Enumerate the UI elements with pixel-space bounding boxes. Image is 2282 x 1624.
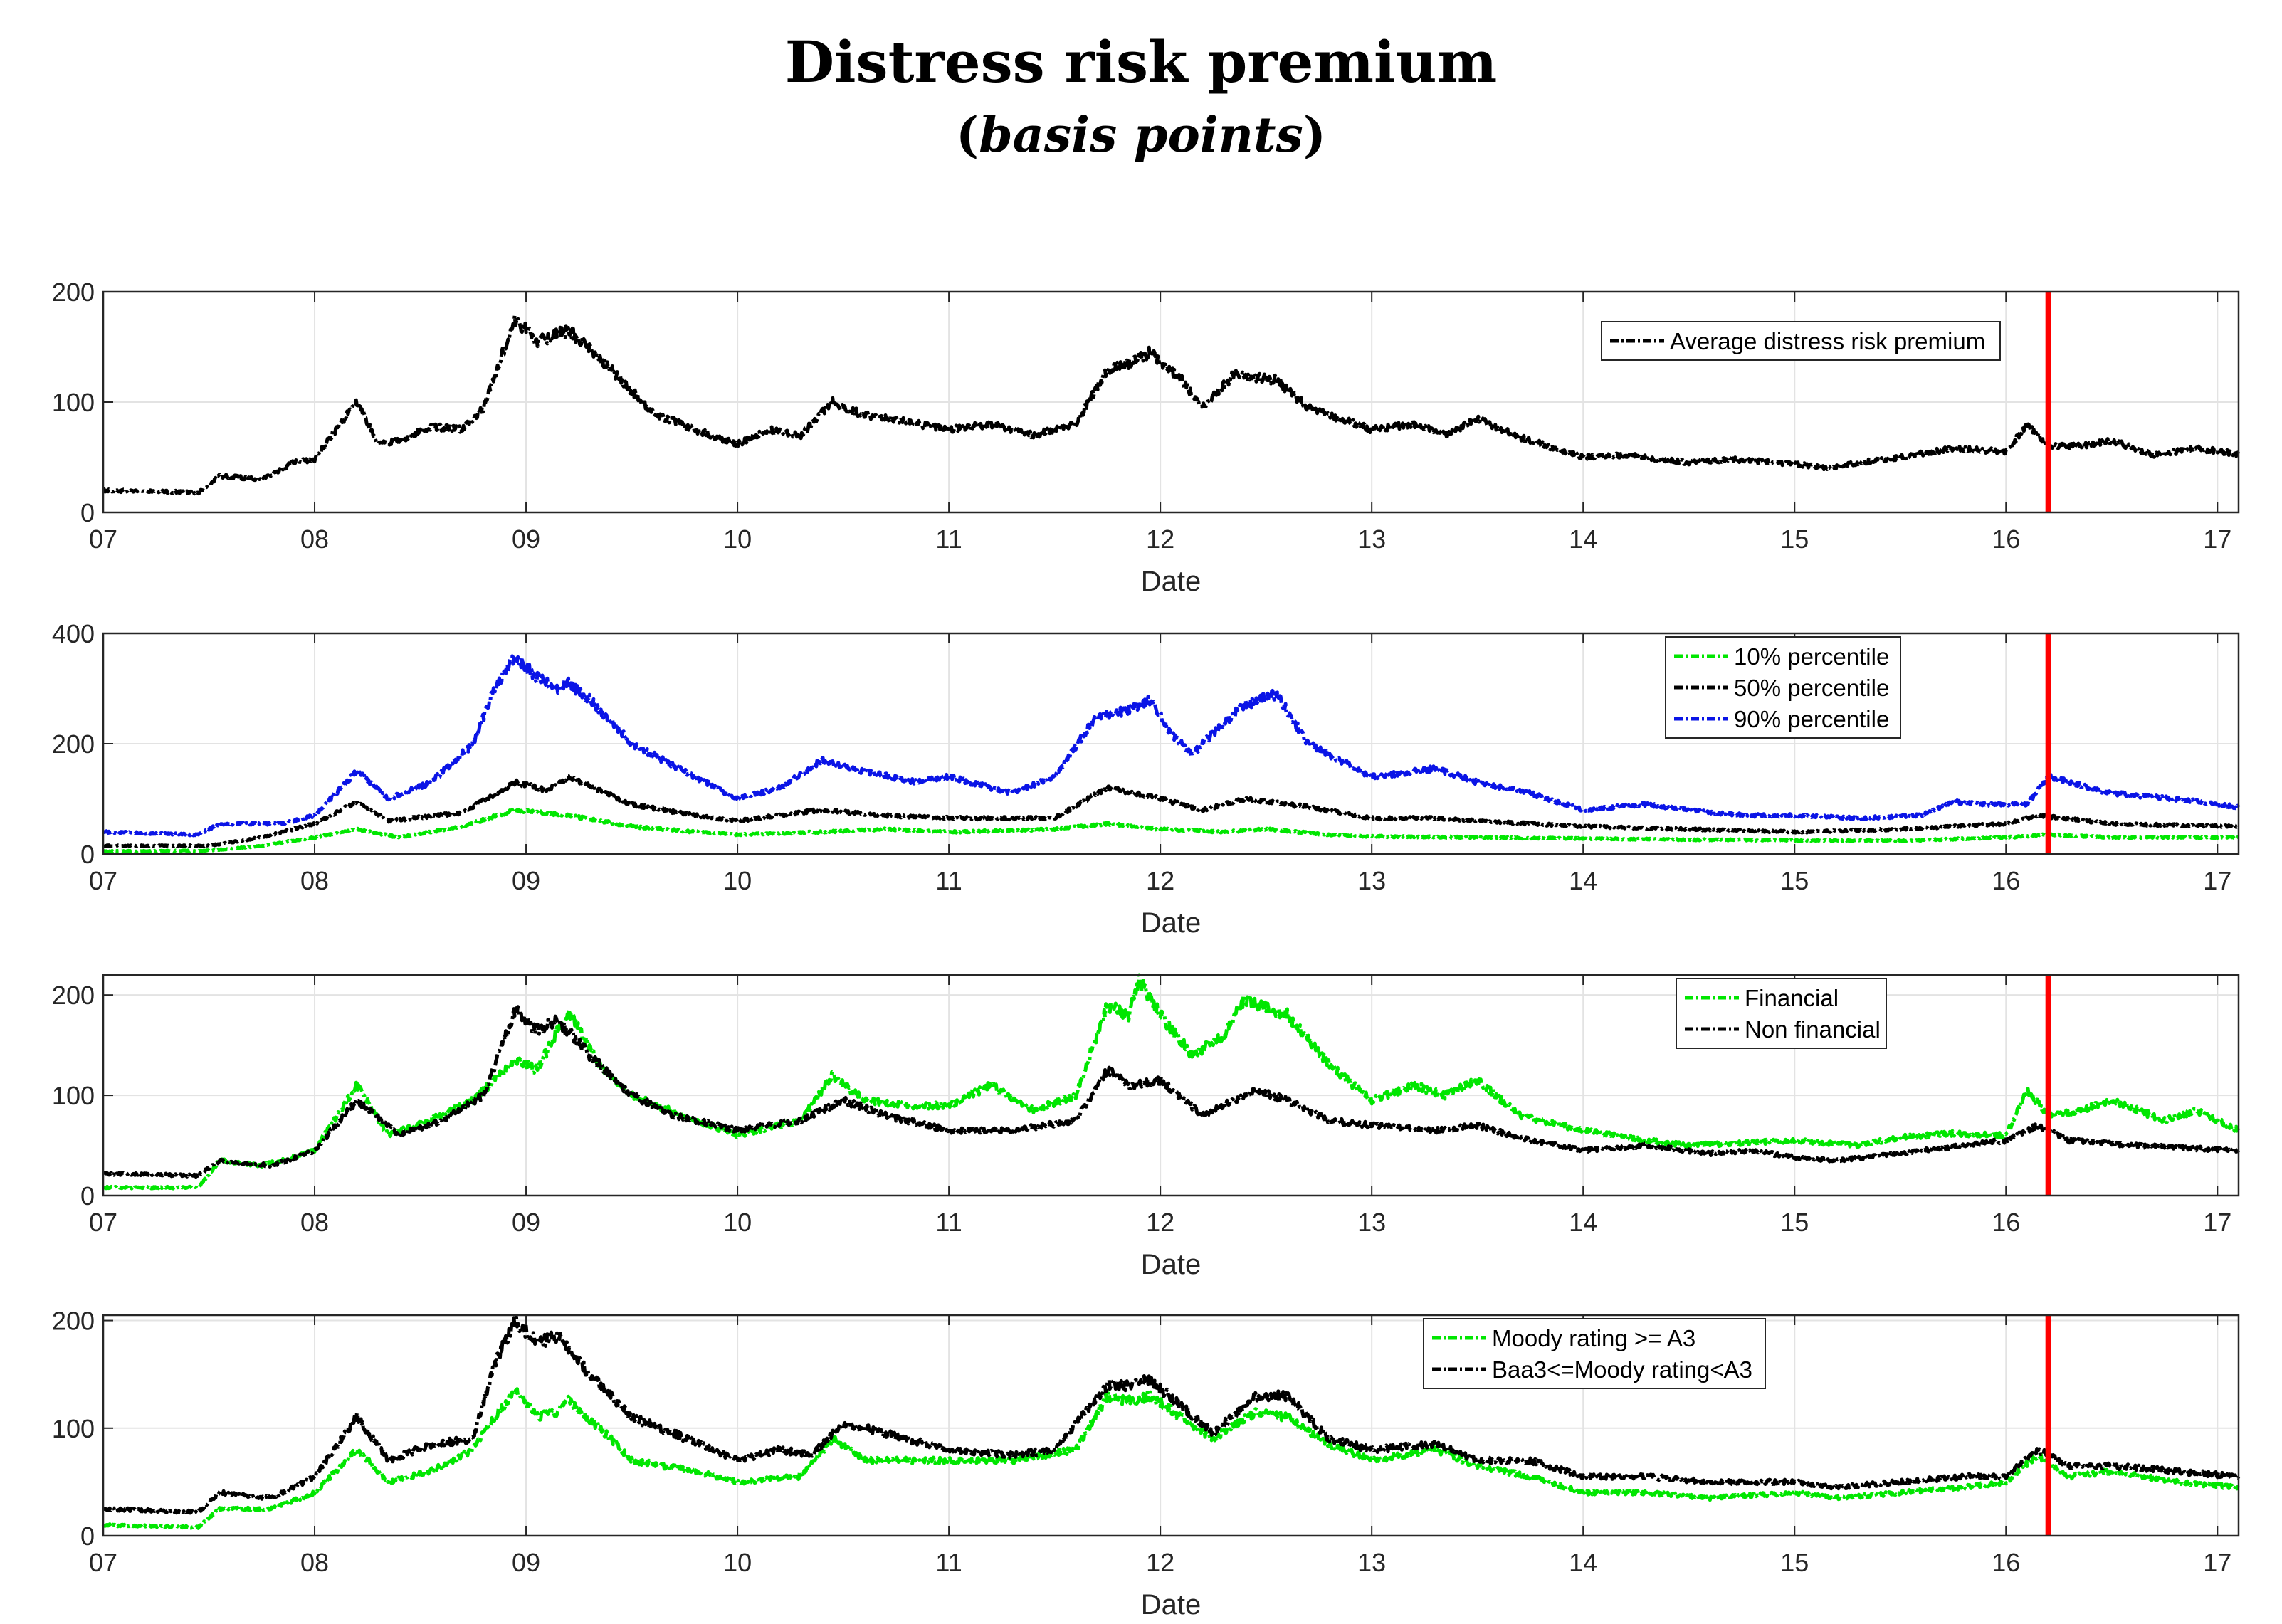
x-tick-label: 17	[2203, 866, 2231, 895]
x-tick-label: 13	[1357, 1208, 1386, 1237]
x-axis-label: Date	[1141, 907, 1202, 939]
x-tick-label: 15	[1780, 1208, 1809, 1237]
plot-frame	[102, 1314, 2240, 1537]
x-tick-label: 07	[89, 1208, 117, 1237]
x-axis-label: Date	[1141, 1589, 1202, 1620]
legend: Financial Non financial	[1676, 978, 1887, 1049]
subtitle-italic: basis points	[979, 107, 1303, 164]
chart-panel-3: 07 08 09 10 11 12 13 14 15 16 17 0 100 200 Date Financi…	[52, 973, 2241, 1280]
x-tick-label: 07	[89, 1548, 117, 1577]
x-tick-label: 13	[1357, 1548, 1386, 1577]
x-tick-label: 15	[1780, 524, 1809, 554]
x-tick-label: 14	[1569, 866, 1597, 895]
y-tick-label: 100	[52, 388, 95, 417]
plot-frame	[102, 974, 2240, 1197]
x-tick-label: 08	[300, 866, 329, 895]
x-tick-label: 08	[300, 524, 329, 554]
y-tick-label: 400	[52, 619, 95, 648]
x-tick-label: 11	[935, 1208, 962, 1237]
x-tick-label: 12	[1146, 866, 1174, 895]
series-line-black	[102, 774, 2240, 848]
x-tick-label: 13	[1357, 524, 1386, 554]
chart-panel-2: 07 08 09 10 11 12 13 14 15 16 17 0 200 400 Date 10% per…	[52, 619, 2241, 939]
legend: Moody rating >= A3 Baa3<=Moody rating<A3	[1423, 1318, 1766, 1389]
x-axis-label: Date	[1141, 1249, 1202, 1280]
series-line-green	[102, 807, 2240, 854]
legend-box	[1601, 321, 2001, 361]
series-line-green	[101, 1387, 2240, 1530]
x-tick-label: 12	[1146, 1548, 1174, 1577]
y-tick-label: 0	[80, 840, 95, 869]
series-line-blue	[102, 653, 2241, 838]
x-tick-label: 15	[1780, 866, 1809, 895]
x-tick-label: 16	[1992, 1208, 2020, 1237]
x-tick-label: 10	[723, 524, 752, 554]
x-tick-label: 11	[935, 524, 962, 554]
y-tick-label: 0	[80, 498, 95, 527]
chart-panel-1: 07 08 09 10 11 12 13 14 15 16 17 0 100 200 Date Average…	[52, 278, 2241, 597]
x-axis-label: Date	[1141, 566, 1202, 597]
x-tick-label: 11	[935, 1548, 962, 1577]
x-tick-label: 09	[512, 1548, 540, 1577]
x-tick-label: 11	[935, 866, 962, 895]
y-tick-label: 100	[52, 1414, 95, 1443]
legend-label: Average distress risk premium	[1670, 328, 1985, 354]
y-tick-label: 0	[80, 1181, 95, 1211]
legend-box	[1665, 636, 1901, 739]
x-tick-label: 17	[2203, 1208, 2231, 1237]
y-tick-label: 200	[52, 729, 95, 759]
figure-title: Distress risk premium	[784, 28, 1498, 95]
x-tick-label: 12	[1146, 1208, 1174, 1237]
y-tick-label: 0	[80, 1522, 95, 1551]
x-tick-label: 16	[1992, 1548, 2020, 1577]
legend-label: 90% percentile	[1734, 706, 1889, 732]
x-tick-label: 13	[1357, 866, 1386, 895]
y-tick-label: 200	[52, 278, 95, 307]
x-tick-label: 15	[1780, 1548, 1809, 1577]
x-tick-label: 10	[723, 866, 752, 895]
x-tick-label: 10	[723, 1208, 752, 1237]
series-line-black	[101, 1315, 2241, 1515]
x-tick-label: 09	[512, 866, 540, 895]
y-tick-label: 100	[52, 1081, 95, 1110]
x-tick-label: 08	[300, 1548, 329, 1577]
legend-label: 50% percentile	[1734, 675, 1889, 701]
x-tick-label: 16	[1992, 866, 2020, 895]
legend: 10% percentile 50% percentile 90% percenti…	[1665, 636, 1901, 739]
legend-label: Moody rating >= A3	[1492, 1325, 1695, 1351]
x-tick-label: 17	[2203, 524, 2231, 554]
legend-label: 10% percentile	[1734, 643, 1889, 670]
x-tick-label: 08	[300, 1208, 329, 1237]
series-line-black	[102, 1004, 2240, 1179]
x-tick-label: 14	[1569, 1548, 1597, 1577]
x-tick-label: 14	[1569, 524, 1597, 554]
y-tick-label: 200	[52, 981, 95, 1010]
x-tick-label: 07	[89, 866, 117, 895]
x-tick-label: 12	[1146, 524, 1174, 554]
x-tick-label: 09	[512, 524, 540, 554]
x-tick-label: 07	[89, 524, 117, 554]
x-tick-label: 10	[723, 1548, 752, 1577]
y-tick-label: 200	[52, 1307, 95, 1336]
subtitle-open: (	[956, 107, 979, 164]
legend-label: Non financial	[1745, 1016, 1881, 1043]
subtitle-close: )	[1303, 107, 1326, 164]
legend-label: Financial	[1745, 985, 1839, 1011]
figure-subtitle: (basis points)	[0, 107, 2282, 164]
legend-box	[1423, 1318, 1766, 1389]
chart-panel-4: 07 08 09 10 11 12 13 14 15 16 17 0 100 200 Date Moody r…	[52, 1307, 2241, 1620]
x-tick-label: 16	[1992, 524, 2020, 554]
series-line-green	[102, 973, 2241, 1191]
legend-box	[1676, 978, 1887, 1049]
legend: Average distress risk premium	[1601, 321, 2001, 361]
series-line-black	[101, 314, 2241, 496]
x-tick-label: 09	[512, 1208, 540, 1237]
x-tick-label: 17	[2203, 1548, 2231, 1577]
x-tick-label: 14	[1569, 1208, 1597, 1237]
legend-label: Baa3<=Moody rating<A3	[1492, 1356, 1752, 1383]
